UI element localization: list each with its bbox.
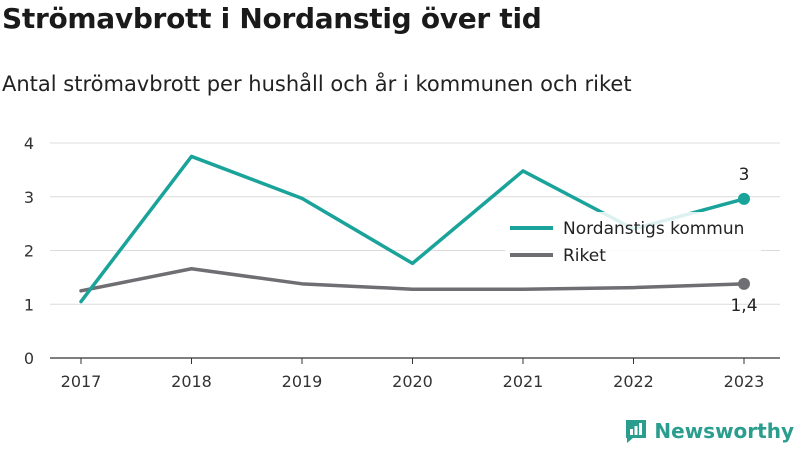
legend-label: Nordanstigs kommun xyxy=(563,219,744,239)
newsworthy-logo-icon xyxy=(626,420,647,443)
series-end-point-nordanstig xyxy=(738,192,750,205)
legend: Nordanstigs kommun Riket xyxy=(505,212,761,270)
x-tick-label: 2021 xyxy=(503,372,544,391)
chart-title: Strömavbrott i Nordanstig över tid xyxy=(2,2,542,35)
x-tick-label: 2018 xyxy=(171,372,212,391)
legend-background xyxy=(505,212,761,270)
brand-name: Newsworthy xyxy=(654,419,794,443)
axis-layer: 0 1 2 3 4 2017 2018 2019 2020 2021 2022 2023 xyxy=(24,134,780,391)
brand-logo: Newsworthy xyxy=(624,418,794,444)
series-end-point-riket xyxy=(738,277,750,290)
end-labels: 31,4 xyxy=(730,165,757,316)
series-line-riket xyxy=(79,267,746,293)
x-tick-label: 2019 xyxy=(282,372,323,391)
x-tick-label: 2023 xyxy=(724,372,765,391)
data-label-nordanstig-2023: 3 xyxy=(739,165,750,185)
legend-label: Riket xyxy=(563,246,606,266)
x-tick-label: 2022 xyxy=(613,372,654,391)
y-tick-label: 4 xyxy=(24,134,34,153)
x-tick-label: 2020 xyxy=(392,372,433,391)
y-tick-label: 0 xyxy=(24,349,34,368)
y-tick-label: 1 xyxy=(24,295,34,314)
y-tick-label: 3 xyxy=(24,188,34,207)
chart-subtitle: Antal strömavbrott per hushåll och år i … xyxy=(2,72,632,96)
data-label-riket-2023: 1,4 xyxy=(730,296,757,316)
x-tick-label: 2017 xyxy=(61,372,102,391)
y-tick-label: 2 xyxy=(24,242,34,261)
